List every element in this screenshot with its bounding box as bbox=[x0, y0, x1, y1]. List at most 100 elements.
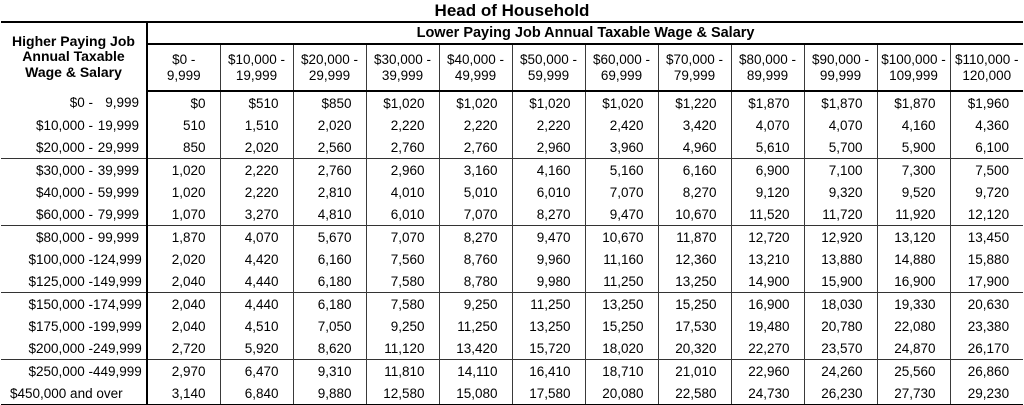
value-cell: $1,960 bbox=[949, 91, 1024, 114]
value-cell: 7,070 bbox=[438, 203, 512, 226]
column-header-row: $0 -9,999 $10,000 -19,999 $20,000 -29,999 $… bbox=[1, 44, 1024, 92]
value-cell: 26,230 bbox=[803, 382, 877, 405]
row-label: $30,000 -39,999 bbox=[1, 158, 148, 181]
value-cell: 22,270 bbox=[730, 337, 804, 360]
head-of-household-table: Higher Paying Job Annual Taxable Wage & … bbox=[1, 21, 1024, 405]
value-cell: 8,270 bbox=[511, 203, 585, 226]
value-cell: 18,710 bbox=[584, 359, 658, 382]
corner-header-line1: Higher Paying Job bbox=[12, 32, 135, 49]
table-row: $450,000 and over 3,140 6,840 9,880 12,580 15… bbox=[1, 382, 1024, 405]
value-cell: 15,080 bbox=[438, 382, 512, 405]
value-cell: $1,020 bbox=[438, 91, 512, 114]
value-cell: 4,440 bbox=[219, 292, 293, 315]
value-cell: $1,020 bbox=[584, 91, 658, 114]
column-header: $40,000 -49,999 bbox=[438, 44, 512, 92]
value-cell: 9,120 bbox=[730, 181, 804, 203]
value-cell: 10,670 bbox=[584, 225, 658, 248]
value-cell: 2,020 bbox=[292, 114, 366, 136]
value-cell: 510 bbox=[182, 117, 206, 133]
value-cell: 13,420 bbox=[438, 337, 512, 360]
value-cell: 21,010 bbox=[657, 359, 731, 382]
row-label: $175,000 -199,999 bbox=[1, 315, 148, 337]
value-cell: 17,900 bbox=[949, 270, 1024, 293]
table-row: $0 -9,999 $0 $510 $850 $1,020 $1,020 $1,020 $1,… bbox=[1, 91, 1024, 114]
value-cell: 2,220 bbox=[219, 158, 293, 181]
value-cell: 2,220 bbox=[438, 114, 512, 136]
table-row: $10,000 -19,999 510 1,510 2,020 2,220 2,220 2,… bbox=[1, 114, 1024, 136]
value-cell: 6,840 bbox=[219, 382, 293, 405]
corner-header: Higher Paying Job Annual Taxable Wage & … bbox=[1, 22, 148, 91]
value-cell: 1,510 bbox=[219, 114, 293, 136]
value-cell: $1,020 bbox=[365, 91, 439, 114]
table-row: $250,000 -449,999 2,970 6,470 9,310 11,810 14… bbox=[1, 359, 1024, 382]
table-row: $125,000 -149,999 2,040 4,440 6,180 7,580 8,7… bbox=[1, 270, 1024, 293]
value-cell: 6,010 bbox=[511, 181, 585, 203]
lower-paying-header: Lower Paying Job Annual Taxable Wage & S… bbox=[147, 22, 1024, 45]
value-cell: 12,360 bbox=[657, 248, 731, 270]
value-cell: 4,510 bbox=[219, 315, 293, 337]
column-header: $80,000 -89,999 bbox=[730, 44, 804, 92]
row-label: $100,000 -124,999 bbox=[1, 248, 148, 270]
value-cell: 12,920 bbox=[803, 225, 877, 248]
value-cell: 17,580 bbox=[511, 382, 585, 405]
value-cell: 6,100 bbox=[949, 136, 1024, 159]
value-cell: 12,580 bbox=[365, 382, 439, 405]
table-row: $60,000 -79,999 1,070 3,270 4,810 6,010 7,070… bbox=[1, 203, 1024, 226]
value-cell: 20,320 bbox=[657, 337, 731, 360]
value-cell: 24,260 bbox=[803, 359, 877, 382]
value-cell: 14,110 bbox=[438, 359, 512, 382]
column-header: $10,000 -19,999 bbox=[219, 44, 293, 92]
value-cell: 1,870 bbox=[147, 225, 220, 248]
value-cell: 6,160 bbox=[657, 158, 731, 181]
value-cell: 9,320 bbox=[803, 181, 877, 203]
value-cell: 2,020 bbox=[171, 251, 206, 267]
value-cell: 850 bbox=[182, 139, 206, 155]
column-header: $70,000 -79,999 bbox=[657, 44, 731, 92]
value-cell: 26,860 bbox=[949, 359, 1024, 382]
value-cell: 23,570 bbox=[803, 337, 877, 360]
row-label: $20,000 -29,999 bbox=[1, 136, 148, 159]
value-cell: 1,020 bbox=[147, 158, 220, 181]
column-header: $100,000 -109,999 bbox=[876, 44, 950, 92]
value-cell: 3,270 bbox=[219, 203, 293, 226]
column-header: $0 -9,999 bbox=[147, 44, 220, 92]
row-label: $200,000 -249,999 bbox=[1, 337, 148, 360]
value-cell: 22,080 bbox=[876, 315, 950, 337]
value-cell: 5,160 bbox=[584, 158, 658, 181]
column-header: $20,000 -29,999 bbox=[292, 44, 366, 92]
value-cell: 4,440 bbox=[219, 270, 293, 293]
row-label: $40,000 -59,999 bbox=[1, 181, 148, 203]
value-cell: 6,900 bbox=[730, 158, 804, 181]
table-row: $150,000 -174,999 2,040 4,440 6,180 7,580 9,2… bbox=[1, 292, 1024, 315]
row-label: $10,000 -19,999 bbox=[1, 114, 148, 136]
value-cell: 20,080 bbox=[584, 382, 658, 405]
value-cell: 7,300 bbox=[876, 158, 950, 181]
value-cell: 2,810 bbox=[292, 181, 366, 203]
value-cell: 4,360 bbox=[949, 114, 1024, 136]
value-cell: 26,170 bbox=[949, 337, 1024, 360]
value-cell: 15,250 bbox=[584, 315, 658, 337]
column-header: $30,000 -39,999 bbox=[365, 44, 439, 92]
row-label: $0 -9,999 bbox=[1, 91, 148, 114]
value-cell: 11,520 bbox=[730, 203, 804, 226]
corner-header-line3: Wage & Salary bbox=[25, 63, 122, 80]
value-cell: 3,960 bbox=[584, 136, 658, 159]
value-cell: 16,900 bbox=[730, 292, 804, 315]
value-cell: 20,780 bbox=[803, 315, 877, 337]
value-cell: 7,070 bbox=[584, 181, 658, 203]
value-cell: 9,520 bbox=[876, 181, 950, 203]
value-cell: $850 bbox=[292, 91, 366, 114]
row-label: $125,000 -149,999 bbox=[1, 270, 148, 293]
value-cell: 11,870 bbox=[657, 225, 731, 248]
value-cell: 17,530 bbox=[657, 315, 731, 337]
value-cell: 11,250 bbox=[511, 292, 585, 315]
value-cell: 27,730 bbox=[876, 382, 950, 405]
value-cell: 2,760 bbox=[365, 136, 439, 159]
value-cell: 13,250 bbox=[657, 270, 731, 293]
value-cell: 5,900 bbox=[876, 136, 950, 159]
value-cell: 15,900 bbox=[803, 270, 877, 293]
value-cell: 3,140 bbox=[171, 385, 206, 401]
value-cell: 7,580 bbox=[365, 270, 439, 293]
table-row: $200,000 -249,999 2,720 5,920 8,620 11,120 13… bbox=[1, 337, 1024, 360]
